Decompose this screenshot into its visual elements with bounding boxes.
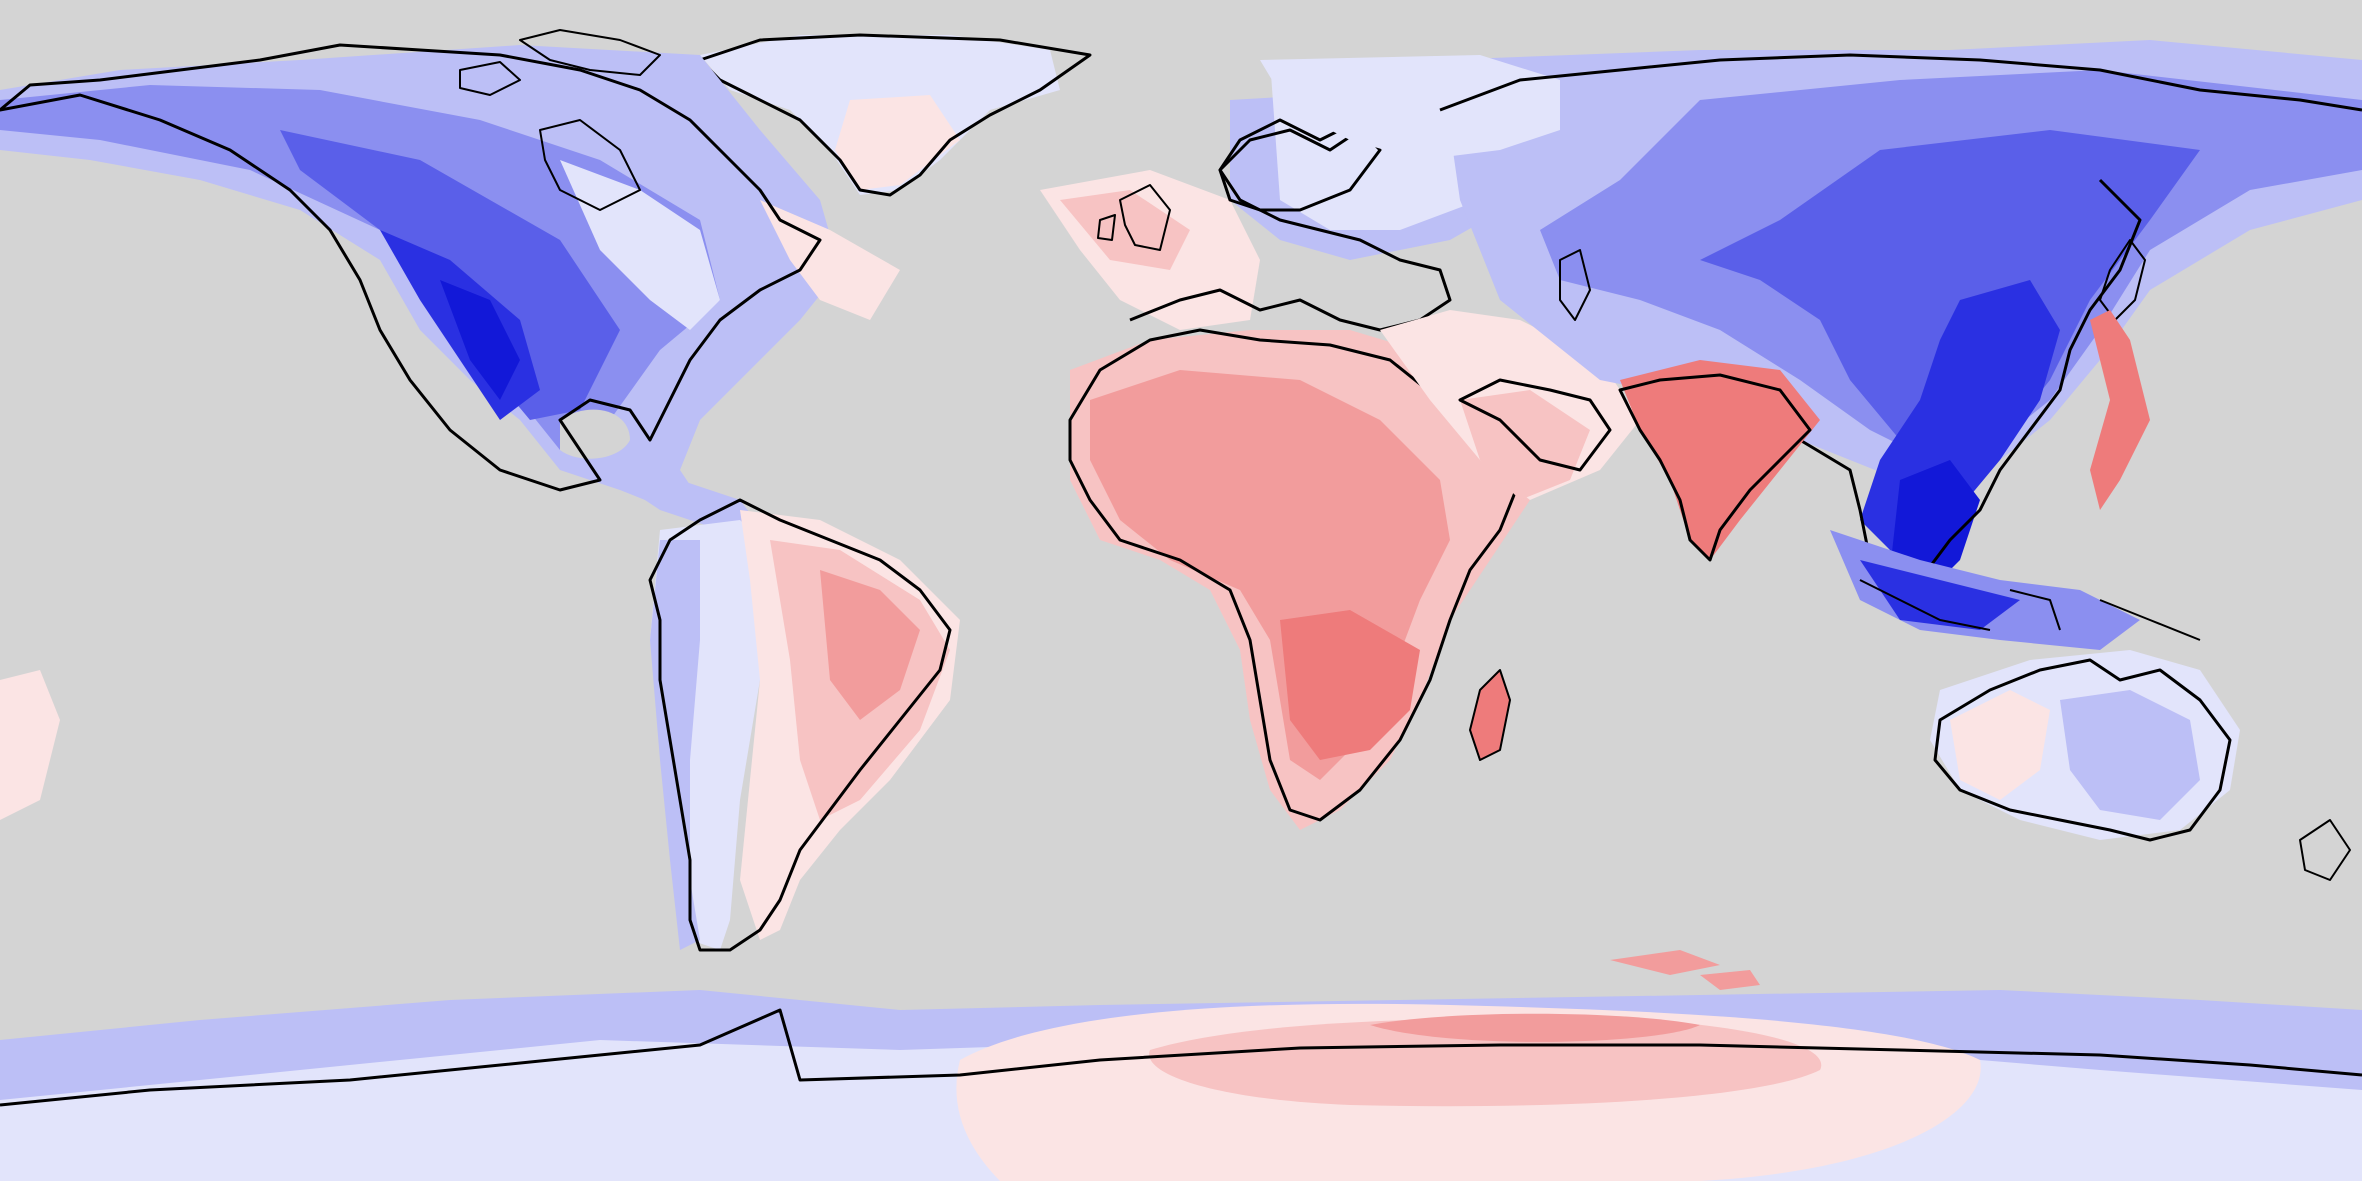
west-pacific-warm: [0, 670, 60, 820]
sea-core: [1860, 560, 2020, 630]
central-and-south-america: [600, 470, 960, 952]
africa: [1068, 328, 1530, 830]
north-america: [0, 29, 900, 530]
new-zealand-coastline: [2299, 819, 2351, 881]
antarctica-coastline: [0, 1008, 2362, 1107]
antarctica-warm-peak: [1370, 1013, 1700, 1042]
sa-coastline: [648, 498, 952, 952]
asia-coastline: [1439, 53, 2362, 602]
india-coastline: [1618, 373, 1812, 562]
asia-north-light: [1260, 55, 1560, 160]
greenland-coastline: [698, 33, 1092, 197]
southeast-asia: [1830, 530, 2201, 650]
arctic-islands-coastline: [459, 29, 661, 96]
india-warm: [1620, 360, 1820, 560]
na-peak: [440, 280, 520, 400]
pacific-warm-streak: [2090, 310, 2150, 510]
newfoundland-warm: [760, 200, 900, 320]
europe-coastline: [1129, 98, 1452, 332]
na-light-fringe: [560, 160, 720, 330]
japan-coastline: [2099, 239, 2146, 321]
australia-blue: [2060, 690, 2200, 820]
greenland: [698, 33, 1092, 197]
uk-coastline: [1097, 184, 1171, 251]
antarctica-warm-core: [1149, 1018, 1822, 1107]
africa-warm-core: [1280, 610, 1420, 760]
madagascar-coastline: [1469, 669, 1511, 761]
india: [1618, 360, 1820, 562]
australia-coastline: [1933, 658, 2232, 842]
greenland-warm-patch: [835, 95, 960, 190]
asia-band-3: [1700, 130, 2200, 460]
southern-ocean-warm: [1610, 950, 1760, 990]
caspian-coastline: [1559, 249, 1591, 321]
australia: [1930, 310, 2351, 881]
sa-east-warm-3: [820, 570, 920, 720]
australia-warm: [1950, 690, 2050, 800]
hudson-bay-coastline: [539, 119, 641, 211]
indonesia-coastline: [1859, 579, 2201, 641]
arabia-coastline: [1458, 378, 1612, 472]
na-coastline: [0, 43, 822, 492]
africa-coastline: [1068, 328, 1522, 822]
antarctica-field: [0, 990, 2362, 1181]
